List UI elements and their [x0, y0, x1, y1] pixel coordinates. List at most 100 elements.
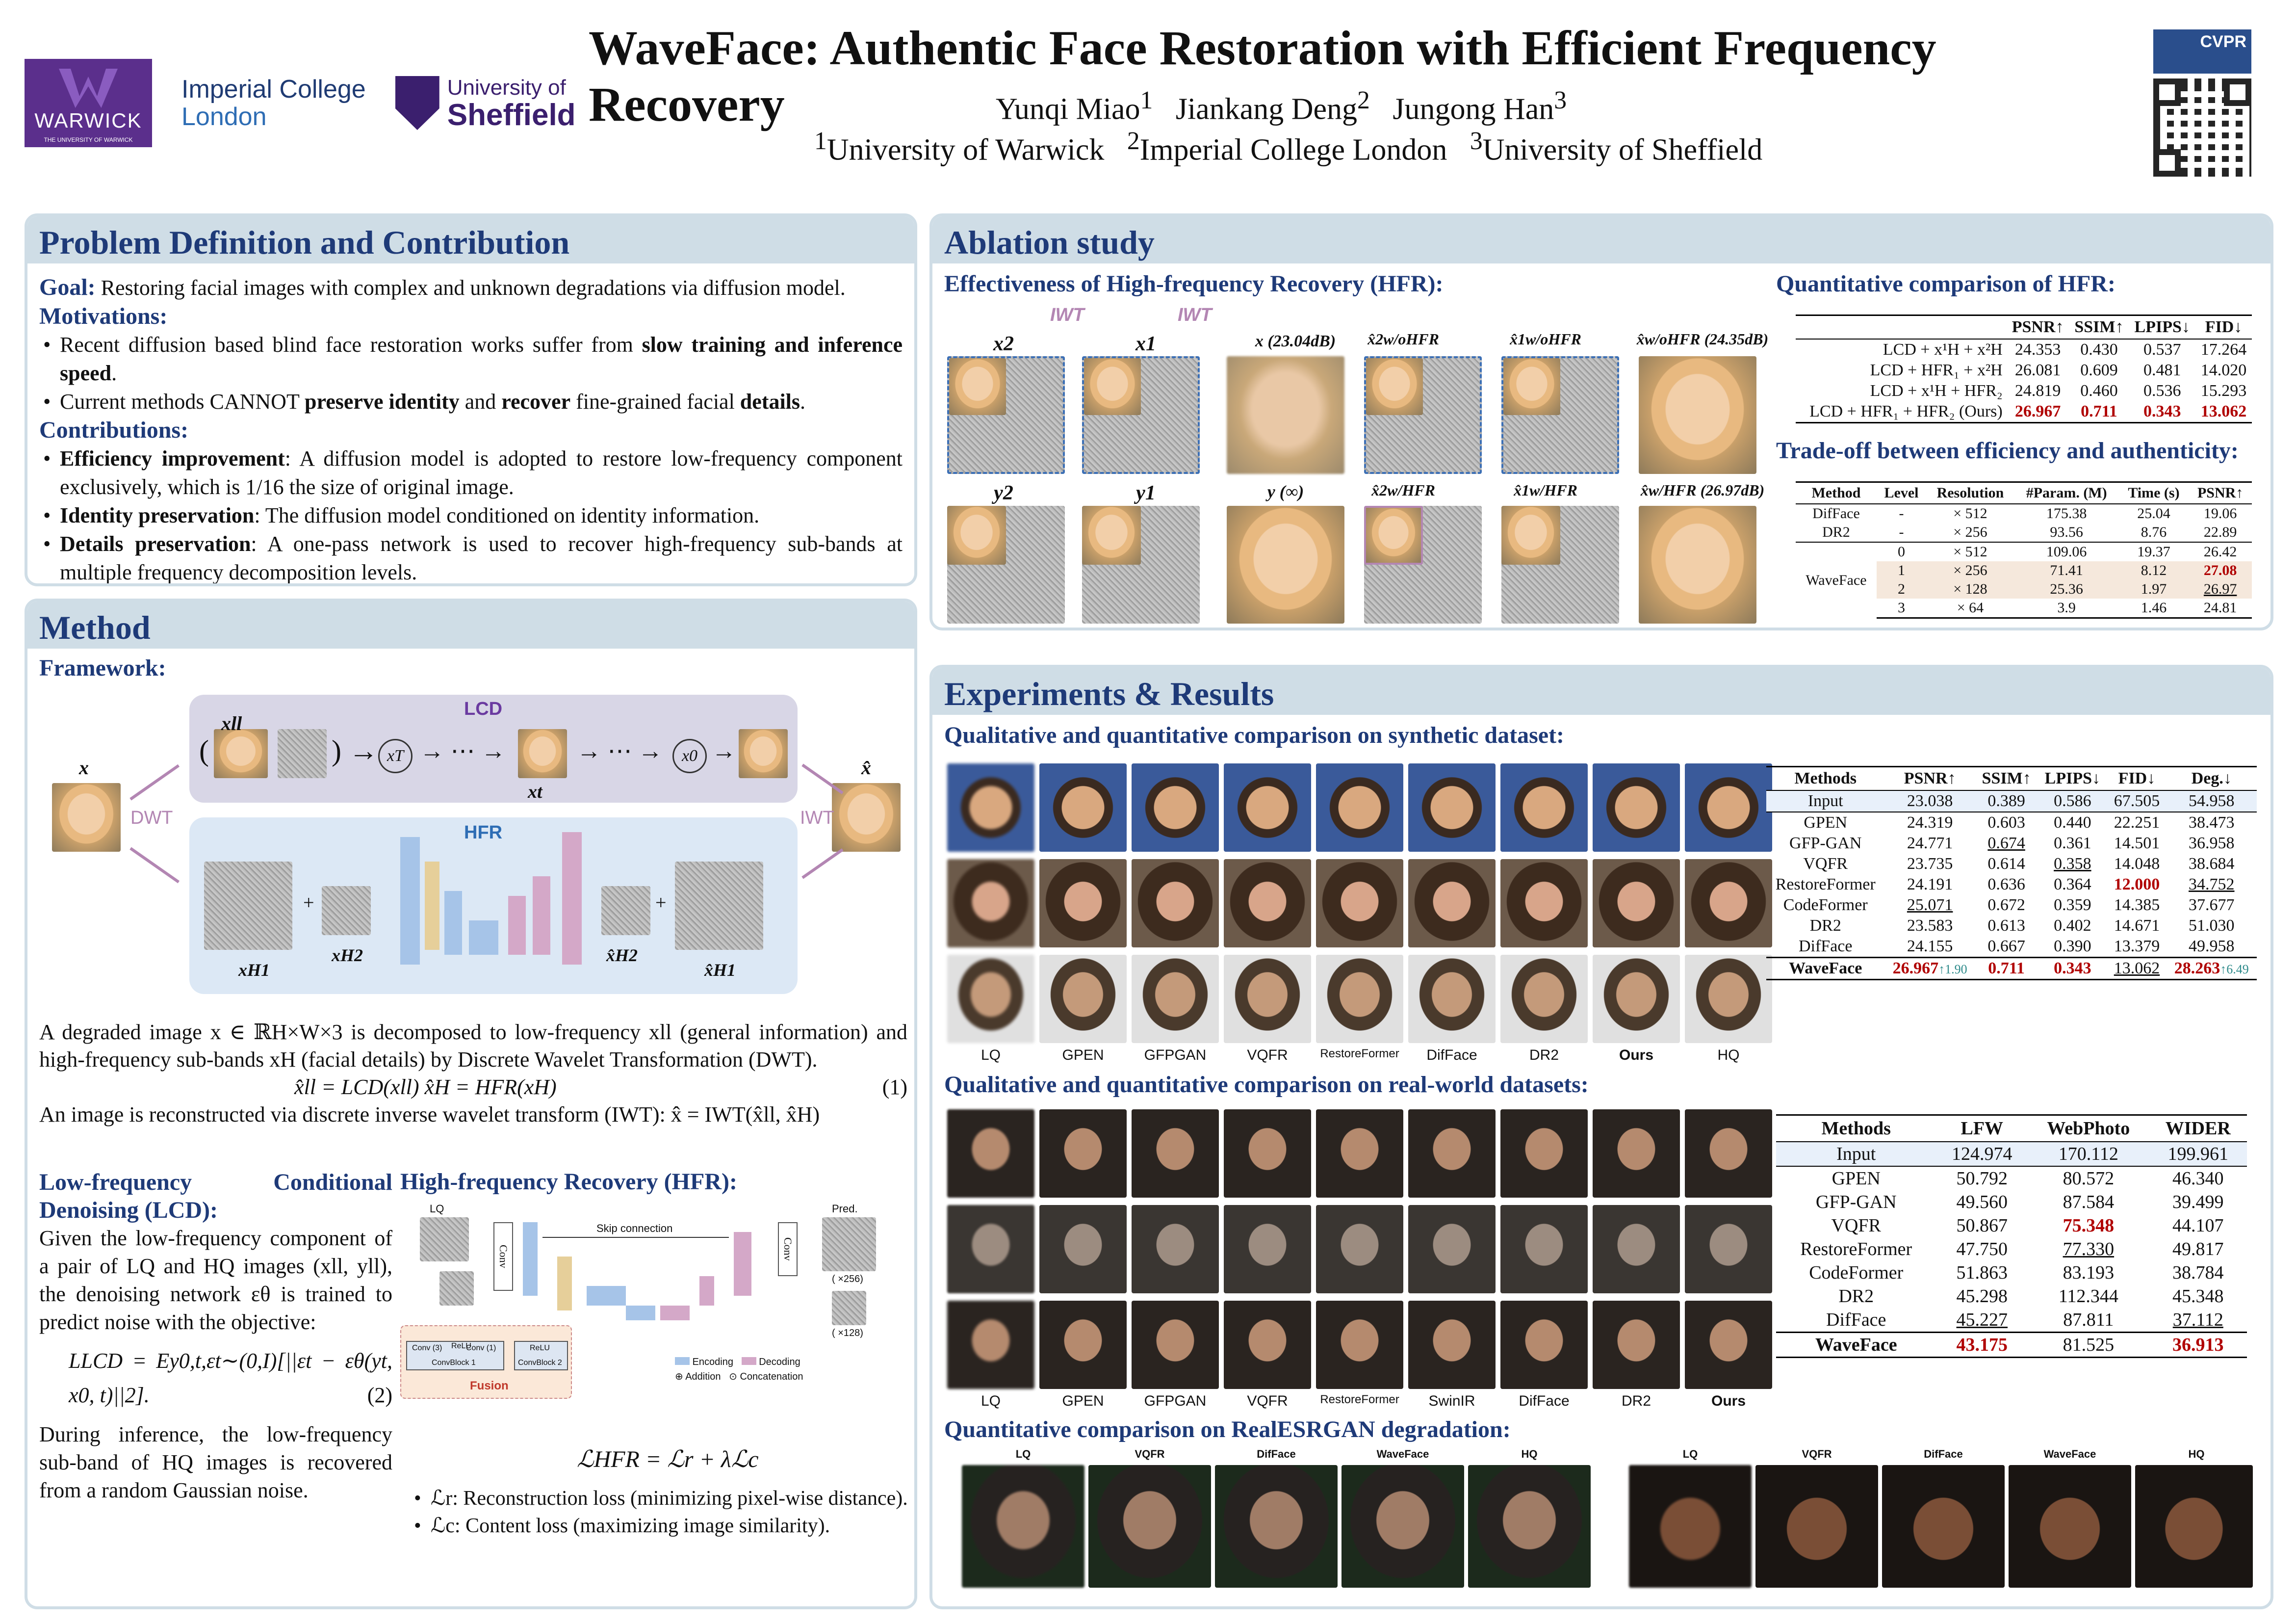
- hfr-label: HFR: [464, 822, 503, 843]
- lq-input-image: [420, 1217, 469, 1261]
- encoder-block: [444, 891, 462, 955]
- qr-code-icon[interactable]: [2153, 79, 2251, 177]
- realworld-table: Methods LFW WebPhoto WIDER Input 124.974 170.…: [1776, 1114, 2247, 1358]
- section-heading: Method: [27, 602, 914, 649]
- lcd-box: LCD ( ) → xT → ⋯ → xt → ⋯ → x0 →: [189, 695, 798, 803]
- table-row: GFP-GAN 24.771 0.674 0.361 14.501 36.958: [1789, 834, 2235, 852]
- decoder-block: [562, 832, 582, 965]
- lcd-label: LCD: [464, 699, 503, 719]
- hfr-loss-equation: ℒHFR = ℒr + λℒc: [577, 1446, 759, 1472]
- hfr-architecture-diagram: LQ Conv Skip connection Conv Pred. ( ×25…: [400, 1203, 905, 1409]
- x1-wo-hfr-image: [1501, 356, 1619, 474]
- x-wo-hfr-image: [1639, 356, 1756, 474]
- noise-image: [278, 729, 327, 778]
- synthetic-label: Qualitative and quantitative comparison …: [944, 722, 1565, 748]
- list-item: ℒc: Content loss (maximizing image simil…: [410, 1512, 910, 1540]
- table-row: WaveFace 43.175 81.525 36.913: [1776, 1332, 2247, 1358]
- table-row: Input 23.038 0.389 0.586 67.505 54.958: [1766, 790, 2257, 812]
- x-w-hfr-image: [1639, 506, 1756, 624]
- synthetic-image-grid: LQ GPEN GFPGAN VQFR RestoreFormer DifFac…: [947, 763, 1776, 1068]
- table-row: DifFace 24.155 0.667 0.390 13.379 49.958: [1766, 936, 2257, 958]
- y-gt-image: [1227, 506, 1344, 624]
- framework-label: Framework:: [39, 655, 166, 681]
- imperial-logo: Imperial College London: [181, 75, 366, 131]
- encoder-block: [425, 862, 439, 950]
- diagram-legend: Encoding Decoding ⊕ Addition ⊙ Concatena…: [675, 1357, 803, 1382]
- author-list: Yunqi Miao1 Jiankang Deng2 Jungong Han3: [996, 86, 1567, 126]
- x-degraded-image: [1227, 356, 1344, 474]
- table-row: DR2- × 256 93.56 8.76 22.89: [1796, 523, 2252, 542]
- realesrgan-label: Quantitative comparison on RealESRGAN de…: [944, 1416, 1511, 1442]
- sheffield-logo: University of Sheffield: [395, 76, 576, 131]
- table-row: LCD + x¹H + HFR₂ 24.819 0.460 0.536 15.293: [1870, 382, 2247, 400]
- x0-node: x0: [672, 739, 707, 773]
- table-row: RestoreFormer 24.191 0.636 0.364 12.000 34.75…: [1775, 875, 2235, 893]
- lq-low-freq-image: [214, 729, 268, 778]
- method-section: Method Framework: LCD ( ) → xT → ⋯ → xt …: [25, 599, 917, 1609]
- table-row: WaveFace 0 × 512 109.06 19.37 26.42: [1806, 544, 2237, 588]
- list-item: Efficiency improvement: A diffusion mode…: [39, 445, 903, 501]
- synthetic-table: Methods PSNR↑ SSIM↑ LPIPS↓ FID↓ Deg.↓ Input 23…: [1766, 766, 2257, 980]
- hfr-heading: High-frequency Recovery (HFR):: [400, 1169, 737, 1195]
- hfr-effect-label: Effectiveness of High-frequency Recovery…: [944, 271, 1444, 297]
- tradeoff-table: Method Level Resolution #Param. (M) Time (s)…: [1796, 481, 2252, 619]
- affiliation-list: 1University of Warwick 2Imperial College…: [814, 127, 1763, 167]
- xH1-image: [204, 862, 292, 950]
- motivations-list: Recent diffusion based blind face restor…: [39, 331, 903, 416]
- tradeoff-label: Trade-off between efficiency and authent…: [1776, 438, 2239, 464]
- experiments-section: Experiments & Results Qualitative and qu…: [929, 665, 2273, 1609]
- motivations-label: Motivations:: [39, 303, 168, 329]
- table-row: GFP-GAN 49.560 87.584 39.499: [1815, 1192, 2224, 1212]
- hfr-box: HFR + xH1 xH2 + x̂H2 x̂H1: [189, 817, 798, 994]
- quant-hfr-label: Quantitative comparison of HFR:: [1776, 271, 2115, 297]
- conv-block: Conv: [778, 1222, 798, 1276]
- table-row: RestoreFormer 47.750 77.330 49.817: [1800, 1239, 2224, 1259]
- output-face-image: [832, 783, 901, 852]
- table-row: DifFace - × 512 175.38 25.04 19.06: [1812, 505, 2237, 522]
- warwick-logo: WARWICK THE UNIVERSITY OF WARWICK: [25, 59, 152, 147]
- contributions-list: Efficiency improvement: A diffusion mode…: [39, 445, 903, 583]
- decoder-block: [533, 876, 550, 955]
- table-row: LCD + x¹H + x²H 24.353 0.430 0.537 17.264: [1883, 341, 2247, 359]
- encoder-block: [400, 837, 420, 965]
- table-row: 3 × 64 3.9 1.46 24.81: [1796, 599, 2252, 619]
- lcd-output-image: [739, 729, 788, 778]
- table-row: DifFace 45.227 87.811 37.112: [1776, 1308, 2247, 1333]
- logo-row: WARWICK THE UNIVERSITY OF WARWICK Imperi…: [25, 54, 576, 152]
- section-heading: Ablation study: [932, 216, 2270, 263]
- goal-text: Goal: Restoring facial images with compl…: [39, 274, 846, 300]
- table-row: GPEN 50.792 80.572 46.340: [1832, 1168, 2224, 1189]
- section-heading: Experiments & Results: [932, 668, 2270, 715]
- table-row: VQFR 50.867 75.348 44.107: [1831, 1215, 2224, 1236]
- ablation-section: Ablation study Effectiveness of High-fre…: [929, 213, 2273, 630]
- skip-connection-label: Skip connection: [596, 1222, 673, 1234]
- realworld-image-grid: LQ GPEN GFPGAN VQFR RestoreFormer SwinIR…: [947, 1109, 1776, 1414]
- xH2-image: [322, 886, 371, 935]
- list-item: Details preservation: A one-pass network…: [39, 530, 903, 583]
- conv-block: Conv: [493, 1222, 513, 1291]
- table-row: WaveFace 26.967↑1.90 0.711 0.343 13.062 28.26…: [1766, 957, 2257, 980]
- realesrgan-image-grid: LQ VQFR DifFace WaveFace HQ LQ VQFR DifF…: [962, 1448, 2257, 1600]
- hfr-table: PSNR↑ SSIM↑ LPIPS↓ FID↓ LCD + x¹H + x²H 24.3…: [1796, 314, 2252, 423]
- problem-section: Problem Definition and Contribution Goal…: [25, 213, 917, 586]
- table-row: LCD + HFR₁ + x²H 26.081 0.609 0.481 14.020: [1870, 361, 2247, 379]
- xt-image: [518, 729, 567, 778]
- table-row: VQFR 23.735 0.614 0.358 14.048 38.684: [1803, 855, 2235, 873]
- encoder-block: [469, 920, 498, 955]
- list-item: Identity preservation: The diffusion mod…: [39, 501, 903, 530]
- loss-list: ℒr: Reconstruction loss (minimizing pixe…: [410, 1485, 910, 1540]
- method-description: A degraded image x ∈ ℝH×W×3 is decompose…: [39, 1020, 907, 1126]
- table-row: CodeFormer 51.863 83.193 38.784: [1809, 1262, 2224, 1283]
- table-row: Input 124.974 170.112 199.961: [1776, 1142, 2247, 1166]
- section-heading: Problem Definition and Contribution: [27, 216, 914, 263]
- list-item: Recent diffusion based blind face restor…: [39, 331, 903, 388]
- list-item: Current methods CANNOT preserve identity…: [39, 388, 903, 416]
- poster-title: WaveFace: Authentic Face Restoration wit…: [589, 21, 1936, 131]
- iwt-label: IWT: [800, 808, 834, 828]
- table-row: GPEN 24.319 0.603 0.440 22.251 38.473: [1804, 813, 2235, 832]
- contributions-label: Contributions:: [39, 417, 189, 443]
- xhatH1-image: [675, 862, 763, 950]
- dwt-label: DWT: [130, 808, 173, 828]
- table-row: DR2 23.583 0.613 0.402 14.671 51.030: [1809, 917, 2235, 935]
- pred-image: [822, 1217, 876, 1271]
